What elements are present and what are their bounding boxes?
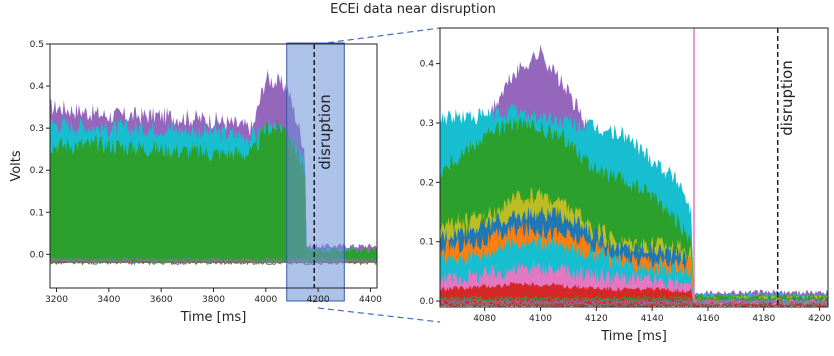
y-tick-label-1: 0.1 <box>30 208 44 218</box>
x-tick-label-3: 3800 <box>202 295 225 305</box>
zoom-plot: disruption 4080 4100 4120 4140 4160 4180 4200 0.… <box>420 27 831 344</box>
axes-frame <box>439 27 829 308</box>
y-tick-label-1: 0.1 <box>420 238 434 248</box>
x-tick-label-5: 4180 <box>752 314 775 324</box>
x-axis-label: Time [ms] <box>180 310 247 325</box>
x-tick-label-0: 4080 <box>473 314 496 324</box>
y-tick-label-4: 0.4 <box>420 60 435 70</box>
disruption-label: disruption <box>316 94 334 169</box>
y-axis-label: Volts <box>9 150 24 182</box>
x-tick-label-2: 4120 <box>585 314 608 324</box>
x-tick-label-0: 3200 <box>45 295 68 305</box>
x-tick-label-3: 4140 <box>641 314 664 324</box>
zoom-connector-lines <box>317 27 441 323</box>
x-tick-label-2: 3600 <box>150 295 173 305</box>
zoom-window-highlight <box>286 42 345 302</box>
y-tick-label-0: 0.0 <box>30 250 45 260</box>
x-tick-label-5: 4200 <box>307 295 330 305</box>
x-tick-label-4: 4000 <box>254 295 277 305</box>
disruption-label: disruption <box>778 60 796 135</box>
x-axis-label: Time [ms] <box>600 329 667 344</box>
overview-plot: disruption 3200 3400 3600 3800 4000 4200 4400 0.… <box>9 40 382 325</box>
y-tick-label-2: 0.2 <box>30 166 44 176</box>
floor-trace-1 <box>440 299 828 307</box>
y-tick-label-4: 0.4 <box>30 82 45 92</box>
x-tick-label-1: 4100 <box>529 314 552 324</box>
y-tick-label-2: 0.2 <box>420 178 434 188</box>
y-tick-label-3: 0.3 <box>30 124 44 134</box>
zoom-connector-bottom <box>317 307 441 323</box>
y-tick-label-5: 0.5 <box>30 40 44 50</box>
x-tick-label-6: 4200 <box>808 314 831 324</box>
y-tick-label-3: 0.3 <box>420 119 434 129</box>
floor-trace-3 <box>440 294 828 303</box>
x-tick-label-4: 4160 <box>697 314 720 324</box>
x-tick-label-1: 3400 <box>97 295 120 305</box>
series-group <box>440 28 828 307</box>
y-tick-label-0: 0.0 <box>420 297 435 307</box>
x-tick-label-6: 4400 <box>359 295 382 305</box>
zoom-connector-top <box>317 27 441 45</box>
figure-title: ECEi data near disruption <box>330 2 496 17</box>
